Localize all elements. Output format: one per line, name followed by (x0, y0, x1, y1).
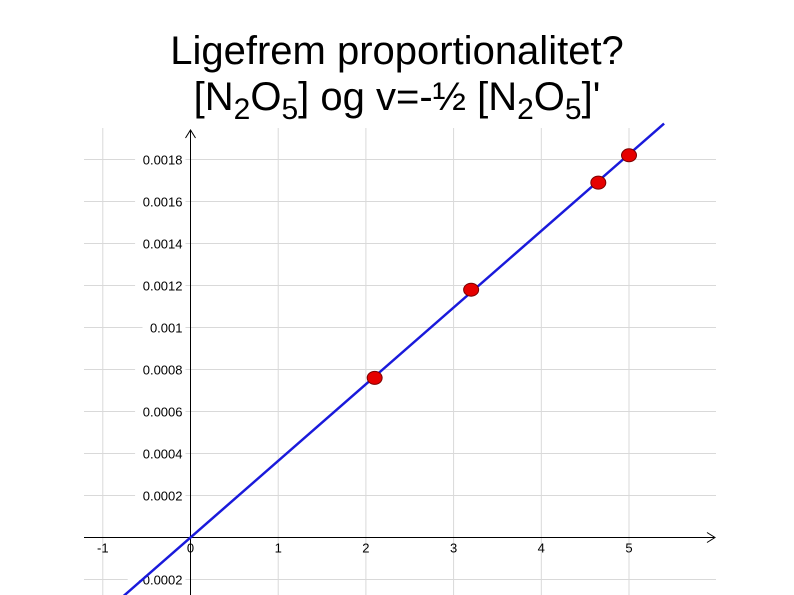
fit-line (122, 122, 665, 595)
y-axis-arrow (185, 129, 196, 139)
y-tick-label: 0.0008 (143, 363, 183, 378)
title-part: O (533, 75, 565, 119)
y-tick-label: -0.0002 (138, 573, 182, 588)
x-tick-label: 4 (538, 541, 545, 556)
title-part: ] og v=-½ [N (298, 75, 518, 119)
y-tick-label: 0.0012 (143, 279, 183, 294)
title-part: [N (193, 75, 234, 119)
y-tick-label-background (142, 318, 186, 336)
x-tick-label: -1 (97, 541, 109, 556)
x-tick-label: 5 (625, 541, 632, 556)
y-tick-label-background (135, 150, 186, 168)
y-tick-label-background (127, 570, 186, 588)
data-point (621, 148, 637, 163)
y-tick-label: 0.0014 (143, 237, 183, 252)
x-tick-label: 3 (450, 541, 457, 556)
title-subscript: 2 (233, 93, 251, 126)
y-tick-label-background (135, 234, 186, 252)
y-tick-label-background (135, 444, 186, 462)
grid-lines (84, 128, 716, 595)
y-tick-label: 0.0018 (143, 153, 183, 168)
data-point (590, 175, 607, 190)
y-tick-label: 0.0002 (143, 489, 183, 504)
y-tick-label-background (135, 402, 186, 420)
data-series (122, 122, 665, 595)
data-point (366, 370, 383, 385)
tick-labels: -1 0 1 2 3 4 5 -0.0002 0.0002 0.0004 0.0006 0.0008 0… (97, 150, 633, 588)
title-subscript: 5 (564, 93, 582, 126)
title-part: O (250, 75, 282, 119)
x-tick-label: 0 (187, 541, 194, 556)
x-tick-label: 2 (362, 541, 369, 556)
title-part: ]' (581, 75, 601, 119)
y-tick-label-background (135, 276, 186, 294)
x-tick-label: 1 (275, 541, 282, 556)
data-point (463, 282, 480, 297)
y-tick-label: 0.0006 (143, 405, 183, 420)
y-tick-label-background (135, 192, 186, 210)
chart-title: Ligefrem proportionalitet? [N2O5] og v=-… (0, 28, 794, 125)
y-tick-label: 0.0016 (143, 195, 183, 210)
title-line-2: [N2O5] og v=-½ [N2O5]' (0, 74, 794, 125)
y-tick-label: 0.0004 (143, 447, 183, 462)
y-tick-label: 0.001 (150, 321, 183, 336)
title-subscript: 2 (517, 93, 534, 126)
title-subscript: 5 (281, 93, 299, 126)
x-axis-arrow (706, 532, 716, 543)
title-line-1: Ligefrem proportionalitet? (170, 29, 624, 73)
y-tick-label-background (135, 360, 186, 378)
y-tick-label-background (135, 486, 186, 504)
